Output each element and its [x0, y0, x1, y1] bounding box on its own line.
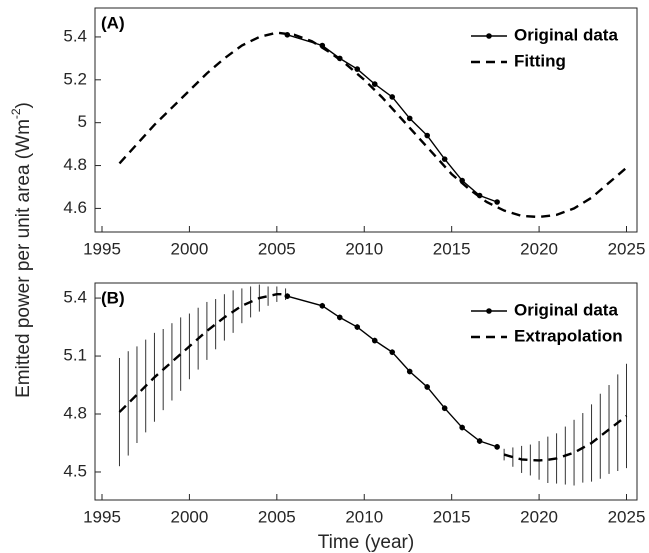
- x-tick-label: 2015: [433, 507, 471, 526]
- series-line: [118, 31, 628, 219]
- y-tick-label: 5.1: [63, 346, 87, 365]
- data-point: [424, 132, 430, 139]
- data-point: [284, 293, 291, 299]
- y-tick-label: 5.4: [63, 288, 87, 307]
- data-point: [371, 337, 378, 344]
- y-tick-label: 4.8: [63, 403, 87, 422]
- data-point: [354, 324, 361, 330]
- legend-marker: [486, 308, 492, 314]
- plot-area: [94, 282, 638, 501]
- y-tick-label: 5.4: [63, 26, 87, 45]
- x-tick-label: 2005: [258, 507, 296, 526]
- x-axis-label: Time (year): [318, 532, 414, 553]
- series-line: [118, 293, 628, 462]
- data-point: [476, 192, 483, 199]
- data-point: [336, 314, 343, 321]
- x-tick-label: 2000: [170, 239, 208, 258]
- x-tick-label: 2025: [608, 507, 646, 526]
- y-label-text: Emitted power per unit area (Wm: [13, 119, 34, 398]
- x-tick-label: 2005: [258, 239, 296, 258]
- y-tick-label: 4.6: [63, 198, 87, 217]
- data-point: [424, 384, 430, 390]
- x-tick-label: 2000: [170, 507, 208, 526]
- x-tick-label: 2010: [345, 239, 383, 258]
- data-point: [494, 444, 500, 450]
- y-label-close: ): [13, 102, 34, 108]
- y-tick-label: 5: [78, 112, 87, 131]
- data-point: [406, 115, 413, 122]
- series-line: [287, 295, 498, 448]
- x-tick-label: 2015: [433, 239, 471, 258]
- data-point: [319, 42, 326, 49]
- panel-label: (B): [101, 288, 125, 307]
- panel-label: (A): [101, 13, 125, 32]
- y-tick-label: 5.2: [63, 69, 87, 88]
- series-line: [287, 34, 498, 203]
- data-point: [476, 438, 483, 444]
- legend-marker: [486, 33, 492, 39]
- data-point: [354, 66, 361, 72]
- data-point: [319, 303, 326, 309]
- plot-area: [94, 7, 638, 233]
- legend-label: Original data: [514, 300, 618, 319]
- x-tick-label: 1995: [83, 239, 121, 258]
- data-point: [494, 199, 500, 205]
- data-point: [459, 424, 465, 431]
- legend-label: Extrapolation: [514, 326, 623, 345]
- data-point: [441, 156, 448, 162]
- y-label-sup: -2: [9, 108, 23, 119]
- y-tick-label: 4.5: [63, 461, 87, 480]
- x-tick-label: 2020: [520, 507, 558, 526]
- legend-label: Original data: [514, 25, 618, 44]
- data-point: [371, 81, 378, 87]
- data-point: [336, 55, 343, 62]
- x-tick-label: 1995: [83, 507, 121, 526]
- data-point: [459, 177, 465, 184]
- x-tick-label: 2010: [345, 507, 383, 526]
- x-tick-label: 2025: [608, 239, 646, 258]
- legend-label: Fitting: [514, 51, 566, 70]
- y-axis-label: Emitted power per unit area (Wm-2): [9, 102, 34, 398]
- data-point: [406, 368, 413, 375]
- data-point: [389, 349, 396, 355]
- data-point: [441, 405, 448, 412]
- y-tick-label: 4.8: [63, 155, 87, 174]
- x-tick-label: 2020: [520, 239, 558, 258]
- data-point: [284, 31, 291, 38]
- data-point: [389, 94, 396, 100]
